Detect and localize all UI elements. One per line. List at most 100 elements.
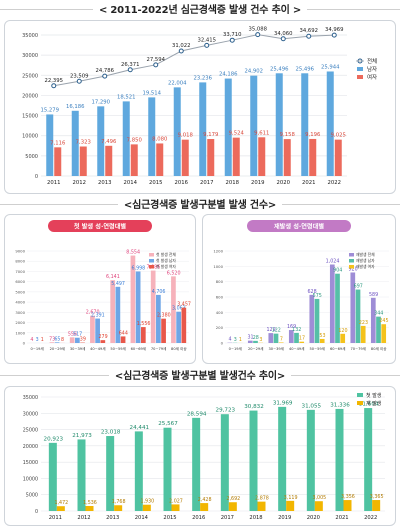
label-female: 9,018 — [178, 133, 194, 139]
legend-swatch-1 — [349, 259, 354, 263]
total-point — [178, 48, 184, 54]
bar-0 — [130, 255, 136, 343]
total-point — [255, 32, 261, 38]
y-tick-label: 10000 — [22, 134, 38, 140]
label-female: 7,116 — [50, 140, 66, 146]
bar-2 — [140, 327, 146, 343]
chart-2-panel: 첫 발생 성·연령대별 0 1000 2000 3000 4000 5000 6000 7000… — [4, 214, 196, 364]
header-1: < 2011-2022년 심근경색증 발생 건수 추이 > — [0, 0, 400, 17]
legend-label-0: 첫 발생 전체 — [156, 252, 176, 257]
y-tick-label: 20000 — [22, 93, 38, 99]
x-tick-label: 2021 — [335, 515, 348, 521]
x-tick-label: 20~29세 — [50, 346, 65, 351]
bar-label-0: 589 — [369, 292, 378, 298]
label-total: 34,969 — [325, 27, 344, 33]
bar-first — [306, 409, 315, 511]
legend-total-label: 전체 — [367, 57, 377, 65]
bar-recur — [257, 501, 266, 511]
legend-label-2: 재발생 여자 — [356, 264, 375, 269]
bar-first — [77, 439, 86, 511]
bar-label-2: 1 — [239, 337, 242, 343]
total-point — [51, 83, 57, 89]
bar-male — [199, 82, 207, 176]
bar-1 — [314, 298, 320, 343]
bar-label-0: 6,141 — [106, 274, 120, 280]
bar-male — [173, 87, 181, 176]
label-first: 31,969 — [273, 400, 293, 406]
label-recur: 3,365 — [370, 494, 384, 500]
label-recur: 1,472 — [54, 500, 68, 506]
bar-label-1: 904 — [333, 268, 342, 274]
label-female: 9,524 — [229, 131, 245, 137]
bar-label-1: 5,497 — [111, 281, 125, 287]
bar-label-1: 344 — [374, 311, 383, 317]
label-male: 16,186 — [66, 104, 85, 110]
y-tick-label: 25000 — [22, 73, 38, 79]
bar-label-1: 3,063 — [172, 306, 186, 312]
bar-label-1: 28 — [253, 335, 259, 341]
legend-label-0: 재발생 전체 — [356, 252, 375, 257]
x-tick-label: 2011 — [49, 515, 62, 521]
bar-label-1: 697 — [354, 284, 363, 290]
x-tick-label: 70~79세 — [351, 346, 366, 351]
bar-male — [71, 110, 79, 176]
bar-male — [326, 71, 334, 176]
bar-0 — [110, 280, 116, 343]
chart-4: 0 5000 10000 15000 20000 25000 30000 35000 20,92… — [23, 392, 385, 521]
label-total: 31,022 — [172, 43, 191, 49]
y-tick-label: 8000 — [15, 259, 25, 264]
y-tick-label: 0 — [35, 509, 38, 515]
bar-label-0: 8,554 — [126, 250, 140, 256]
total-point — [76, 78, 82, 84]
header-2-text: <심근경색증 발생구분별 발생 건수> — [117, 196, 283, 211]
bar-1 — [376, 316, 381, 343]
label-recur: 1,536 — [83, 500, 97, 506]
bar-male — [148, 97, 156, 176]
bar-1 — [135, 271, 141, 343]
x-tick-label: 2013 — [98, 180, 111, 186]
label-total: 26,371 — [121, 62, 140, 68]
y-tick-label: 10000 — [23, 476, 38, 482]
bar-0 — [329, 264, 335, 343]
label-male: 24,902 — [244, 69, 263, 75]
bar-label-2: 53 — [319, 333, 325, 339]
bar-label-2: 1 — [41, 337, 44, 343]
y-tick-label: 9000 — [15, 249, 25, 254]
section-pill — [247, 220, 351, 232]
label-recur: 1,930 — [140, 499, 154, 505]
total-point — [280, 36, 286, 42]
x-tick-label: 2021 — [302, 180, 315, 186]
header-2: <심근경색증 발생구분별 발생 건수> — [0, 195, 400, 212]
bar-first — [106, 436, 115, 511]
bar-label-0: 4 — [30, 337, 33, 343]
y-tick-label: 4000 — [15, 300, 25, 305]
bar-female — [309, 138, 317, 176]
label-male: 25,944 — [321, 64, 340, 70]
bar-first — [192, 417, 201, 511]
label-recur: 2,692 — [226, 496, 240, 502]
label-female: 9,025 — [331, 133, 346, 139]
label-recur: 2,878 — [255, 496, 269, 502]
legend-male-label: 남자 — [367, 65, 377, 73]
y-tick-label: 6000 — [15, 279, 25, 284]
bar-label-0: 556 — [68, 331, 77, 337]
bar-label-0: 129 — [266, 327, 275, 333]
label-female: 7,323 — [76, 139, 91, 145]
y-tick-label: 400 — [216, 310, 224, 315]
bar-2 — [120, 336, 126, 343]
label-total: 34,692 — [299, 28, 318, 34]
bar-0 — [370, 297, 376, 343]
header-3-text: <심근경색증 발생구분별 발생건수 추이> — [108, 367, 292, 382]
bar-1 — [294, 332, 299, 343]
bar-2 — [100, 340, 106, 343]
bar-0 — [150, 270, 156, 343]
bar-1 — [335, 273, 340, 343]
x-tick-label: 2016 — [175, 180, 189, 186]
bar-male — [250, 75, 258, 176]
bar-label-2: 3 — [259, 337, 262, 343]
bar-0 — [309, 294, 315, 343]
total-point — [306, 33, 312, 39]
bar-male — [275, 73, 283, 176]
label-male: 17,290 — [91, 99, 110, 105]
bar-female — [207, 139, 215, 176]
